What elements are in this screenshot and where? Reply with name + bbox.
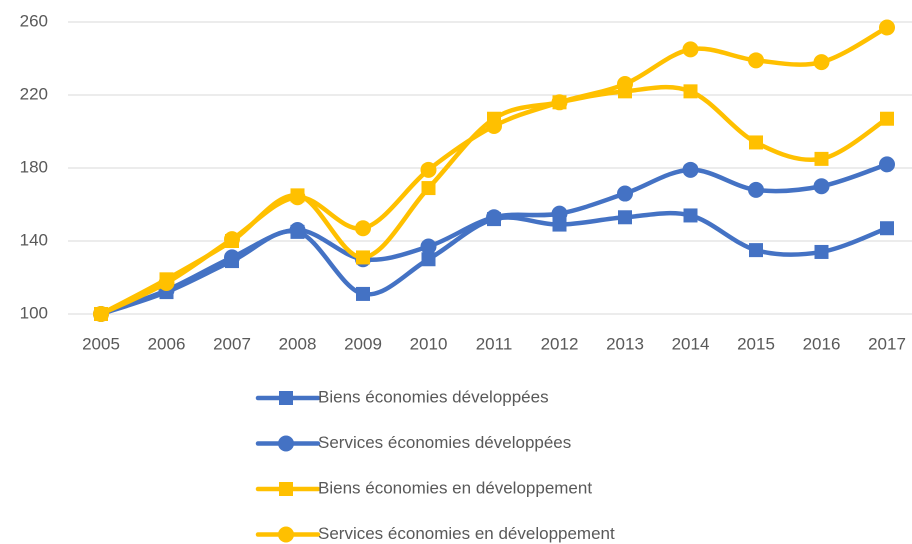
x-tick-label: 2013: [606, 334, 644, 353]
x-tick-label: 2005: [82, 334, 120, 353]
line: [98, 25, 890, 317]
marker: [289, 222, 306, 239]
x-tick-label: 2012: [541, 334, 579, 353]
y-tick-label: 220: [20, 84, 48, 103]
marker: [813, 54, 830, 71]
legend-label: Services économies développées: [318, 433, 571, 452]
legend-marker: [279, 391, 293, 405]
marker: [420, 238, 437, 255]
marker: [880, 221, 894, 236]
y-tick-label: 180: [20, 157, 48, 176]
marker: [617, 185, 633, 202]
marker: [814, 244, 829, 259]
marker: [880, 111, 894, 126]
x-tick-label: 2006: [148, 334, 186, 353]
x-tick-label: 2011: [476, 334, 513, 353]
y-tick-label: 140: [20, 230, 48, 249]
marker: [551, 205, 568, 222]
y-tick-label: 260: [20, 11, 48, 30]
legend-label: Services économies en développement: [318, 524, 615, 543]
marker: [813, 178, 830, 195]
x-tick-label: 2015: [737, 334, 775, 353]
marker: [682, 41, 699, 58]
marker: [356, 286, 370, 301]
legend-marker: [279, 482, 293, 496]
marker: [552, 217, 567, 232]
marker: [814, 151, 829, 166]
marker: [486, 118, 502, 135]
marker: [618, 210, 632, 225]
marker: [551, 94, 568, 111]
x-tick-label: 2014: [672, 334, 710, 353]
x-tick-label: 2017: [868, 334, 906, 353]
legend-label: Biens économies développées: [318, 387, 549, 406]
marker: [158, 274, 175, 291]
marker: [682, 161, 699, 178]
legend-marker: [278, 435, 294, 452]
line: [98, 162, 890, 317]
marker: [420, 161, 437, 178]
marker: [879, 19, 895, 36]
marker: [355, 220, 371, 237]
x-tick-label: 2007: [213, 334, 251, 353]
marker: [748, 181, 764, 198]
x-tick-label: 2009: [344, 334, 382, 353]
marker: [224, 231, 240, 248]
marker: [421, 252, 436, 267]
marker: [421, 181, 436, 196]
x-tick-label: 2016: [803, 334, 841, 353]
marker: [749, 243, 763, 258]
marker: [683, 208, 698, 223]
marker: [749, 135, 763, 150]
marker: [224, 249, 240, 266]
legend-label: Biens économies en développement: [318, 478, 592, 497]
marker: [748, 52, 764, 69]
marker: [879, 156, 895, 173]
marker: [356, 250, 370, 265]
marker: [683, 84, 698, 99]
x-tick-label: 2010: [410, 334, 448, 353]
marker: [617, 76, 633, 93]
marker: [93, 306, 109, 322]
marker: [486, 209, 502, 226]
legend-marker: [278, 526, 294, 543]
x-tick-label: 2008: [279, 334, 317, 353]
marker: [289, 189, 306, 206]
y-tick-label: 100: [20, 303, 48, 322]
